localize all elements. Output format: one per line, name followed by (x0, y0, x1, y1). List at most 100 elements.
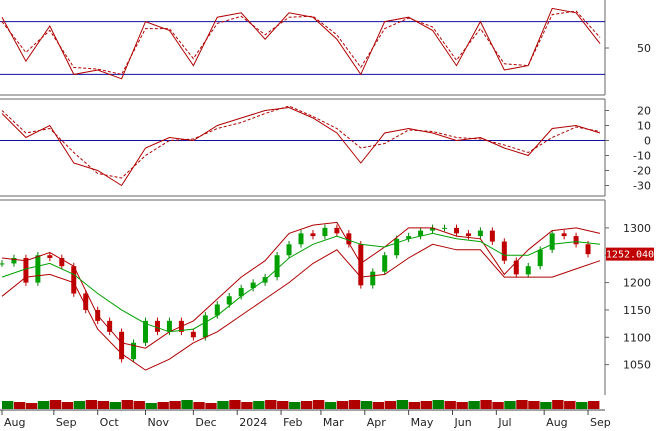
macd-panel: 20 10 0 -10 -20 -30 (0, 98, 651, 197)
volume-bar (121, 400, 133, 409)
volume-bar (336, 401, 349, 409)
volume-bar (384, 401, 397, 409)
volume-bar (312, 400, 325, 409)
stochastic-series-line-1 (1, 10, 601, 75)
x-tick-label: May (411, 416, 434, 429)
candle-body (298, 233, 304, 245)
candle-body (190, 331, 196, 338)
volume-bar (253, 401, 265, 409)
volume-bar (468, 401, 480, 409)
volume-bar (205, 403, 217, 409)
candle-body (489, 230, 495, 242)
x-tick-label: Aug (4, 416, 25, 429)
candle-body (346, 233, 352, 245)
x-tick-label: Jun (453, 416, 471, 429)
volume-bar (516, 400, 528, 409)
x-tick-label: Oct (100, 416, 120, 429)
volume-bar (480, 400, 492, 409)
y-tick-label: -10 (633, 150, 651, 163)
price-series-line-1 (1, 232, 601, 333)
candle-body (322, 227, 328, 237)
volume-bar (217, 401, 229, 409)
volume-bar (277, 401, 289, 409)
volume-bar (181, 400, 193, 409)
candle-body (370, 271, 376, 286)
candle-body (573, 236, 579, 245)
candle-body (561, 233, 567, 237)
volume-bar (133, 401, 145, 409)
volume-bar (169, 401, 181, 409)
price-series-line-0 (1, 221, 601, 349)
candle-body (406, 236, 412, 239)
candle-body (513, 260, 519, 275)
y-tick-label: -30 (633, 180, 651, 193)
volume-bar (157, 402, 169, 409)
candle-body (202, 315, 208, 338)
y-tick-label: 1200 (623, 277, 651, 290)
x-tick-label: Dec (195, 416, 216, 429)
volume-bar (420, 401, 432, 409)
volume-bar (109, 402, 121, 409)
volume-bar (348, 400, 361, 409)
x-tick-label: Jul (497, 416, 511, 429)
y-tick-label: 10 (637, 120, 651, 133)
volume-bar (528, 401, 540, 409)
candle-body (71, 266, 77, 294)
candle-body (358, 244, 364, 286)
y-tick-label: 1100 (623, 331, 651, 344)
y-tick-label: 0 (644, 135, 651, 148)
volume-bar (25, 403, 38, 409)
candle-body (525, 266, 531, 275)
volume-bar (360, 401, 373, 409)
x-axis: Aug Sep Oct Nov Dec 2024 Feb Mar Apr May Jun Jul Aug… (1, 410, 611, 429)
volume-bar (85, 400, 98, 409)
x-tick-label: Nov (148, 416, 170, 429)
volume-bar (432, 400, 444, 409)
volume-bar (289, 402, 301, 409)
volume-bar (241, 402, 253, 409)
candle-body (418, 230, 424, 237)
volume-bar (504, 401, 516, 409)
volume-bar (372, 402, 385, 409)
candle-body (23, 257, 29, 283)
x-tick-label: Feb (283, 416, 302, 429)
stochastic-series-line-0 (1, 7, 601, 80)
volume-bar (588, 401, 600, 409)
volume-bar (229, 400, 241, 409)
candle-body (430, 227, 436, 231)
candle-body (131, 342, 137, 360)
volume-bar (145, 403, 157, 409)
volume-bar (576, 402, 588, 409)
candle-body (334, 227, 340, 234)
volume-bar (492, 402, 504, 409)
y-tick-label: -20 (633, 165, 651, 178)
y-tick-label: 1050 (623, 359, 651, 372)
x-tick-label: Mar (323, 416, 344, 429)
volume-bar (456, 402, 468, 409)
candle-body (477, 230, 483, 237)
candle-body (310, 233, 316, 237)
last-price-tag: 1252.040 (606, 247, 654, 261)
x-tick-label: 2024 (239, 416, 267, 429)
y-tick-label: 20 (637, 105, 651, 118)
candle-body (274, 255, 280, 278)
candle-body (585, 244, 591, 255)
last-price-label: 1252.040 (606, 250, 654, 261)
y-tick-label: 1300 (623, 222, 651, 235)
candle-body (214, 304, 220, 316)
candle-body (442, 227, 448, 229)
candle-body (250, 282, 256, 289)
volume-bar (301, 401, 313, 409)
candle-body (59, 257, 65, 267)
x-tick-label: Sep (590, 416, 611, 429)
volume-strip (0, 400, 605, 411)
candle-body (537, 249, 543, 267)
candle-body (382, 255, 388, 272)
candle-body (47, 255, 53, 258)
candle-body (154, 320, 160, 332)
volume-bar (2, 401, 14, 409)
volume-bar (49, 400, 62, 409)
candle-body (83, 293, 89, 310)
price-panel: 130012501200115011001050 1252.040 (0, 199, 654, 395)
